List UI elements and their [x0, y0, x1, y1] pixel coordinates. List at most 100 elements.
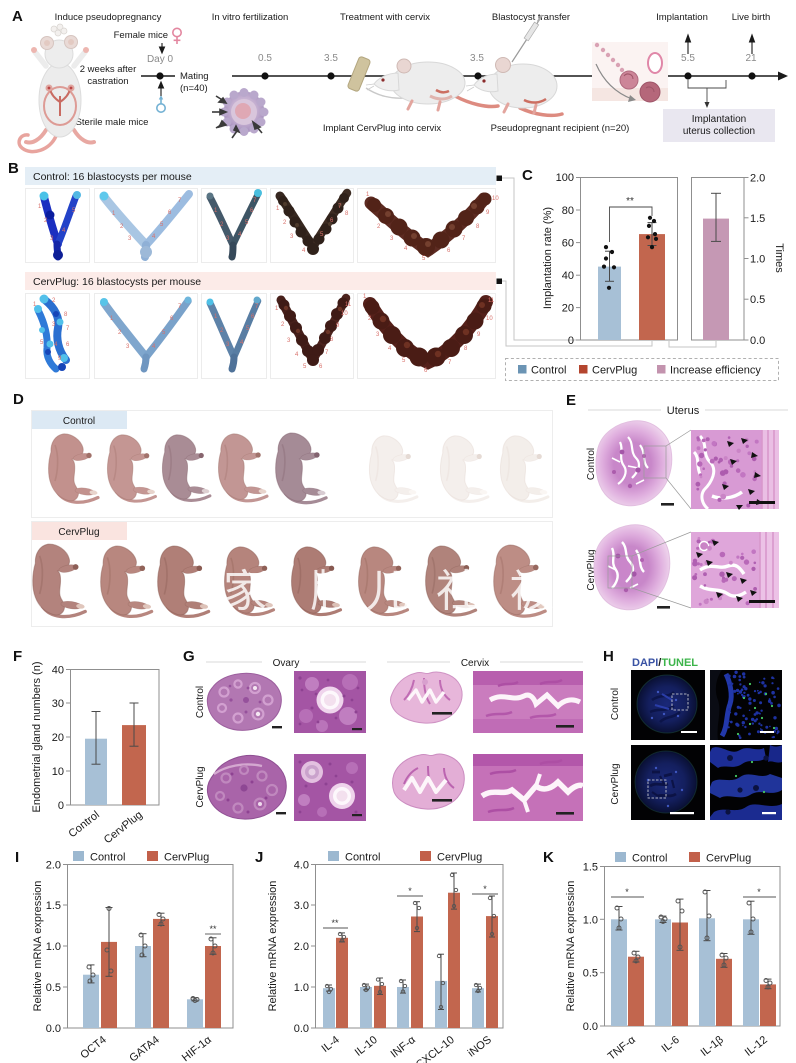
svg-text:**: **: [626, 196, 634, 207]
svg-text:CervPlug: CervPlug: [195, 766, 206, 807]
svg-text:10: 10: [486, 316, 493, 322]
svg-text:1: 1: [110, 316, 114, 322]
svg-text:Control: Control: [632, 853, 667, 865]
svg-text:2: 2: [281, 322, 285, 328]
svg-text:1: 1: [275, 306, 279, 312]
svg-text:2: 2: [220, 328, 224, 334]
svg-text:3: 3: [290, 234, 294, 240]
svg-text:5.5: 5.5: [681, 53, 695, 64]
svg-text:3.0: 3.0: [294, 900, 309, 912]
svg-text:被: 被: [510, 567, 554, 616]
svg-text:2: 2: [120, 224, 124, 230]
svg-text:3: 3: [287, 338, 291, 344]
svg-text:5: 5: [402, 358, 406, 364]
svg-text:6: 6: [168, 210, 172, 216]
svg-text:9: 9: [336, 323, 340, 329]
svg-text:CervPlug: CervPlug: [437, 852, 482, 864]
svg-text:8: 8: [330, 337, 334, 343]
svg-text:C: C: [522, 167, 533, 184]
svg-text:5: 5: [72, 208, 76, 214]
svg-text:0.0: 0.0: [46, 1023, 61, 1035]
svg-text:7: 7: [178, 304, 182, 310]
svg-text:Treatment with cervix: Treatment with cervix: [340, 12, 430, 23]
svg-text:1: 1: [276, 206, 280, 212]
svg-text:7: 7: [253, 198, 257, 204]
svg-text:CervPlug: CervPlug: [586, 549, 597, 590]
svg-text:家: 家: [223, 567, 267, 616]
svg-text:40: 40: [562, 270, 574, 282]
svg-text:9: 9: [58, 356, 62, 362]
svg-text:Implantation rate (%): Implantation rate (%): [542, 207, 554, 309]
svg-text:1.0: 1.0: [294, 982, 309, 994]
svg-text:iNOS: iNOS: [466, 1034, 494, 1060]
svg-text:CervPlug: 16 blastocysts per m: CervPlug: 16 blastocysts per mouse: [33, 276, 201, 288]
svg-text:1.0: 1.0: [750, 254, 765, 266]
svg-text:1.0: 1.0: [46, 941, 61, 953]
svg-text:0.5: 0.5: [258, 53, 272, 64]
svg-text:0: 0: [568, 335, 574, 347]
svg-text:4: 4: [54, 342, 58, 348]
svg-text:CervPlug: CervPlug: [706, 853, 751, 865]
svg-text:8: 8: [345, 211, 349, 217]
svg-text:Uterus: Uterus: [667, 405, 700, 417]
svg-text:Increase efficiency: Increase efficiency: [670, 365, 761, 377]
svg-text:0.5: 0.5: [583, 968, 598, 980]
svg-text:4: 4: [295, 352, 299, 358]
svg-text:IL-12: IL-12: [743, 1034, 770, 1059]
svg-text:2: 2: [44, 218, 48, 224]
svg-text:7: 7: [325, 350, 329, 356]
svg-text:IL-4: IL-4: [320, 1034, 342, 1055]
svg-text:0.0: 0.0: [750, 335, 765, 347]
svg-text:5: 5: [160, 222, 164, 228]
svg-text:0: 0: [58, 800, 64, 812]
svg-text:1: 1: [38, 204, 42, 210]
svg-text:5: 5: [162, 330, 166, 336]
svg-text:Mating: Mating: [180, 71, 209, 82]
svg-text:castration: castration: [87, 76, 128, 87]
svg-text:OCT4: OCT4: [78, 1034, 109, 1062]
svg-text:7: 7: [462, 236, 466, 242]
svg-text:Control: Control: [67, 809, 102, 840]
svg-text:牌: 牌: [310, 567, 354, 616]
svg-text:1: 1: [33, 302, 37, 308]
svg-text:3.5: 3.5: [470, 53, 484, 64]
svg-text:Control: Control: [345, 852, 380, 864]
svg-text:**: **: [209, 924, 217, 934]
svg-text:G: G: [183, 648, 195, 665]
svg-text:Control: Control: [63, 416, 95, 427]
svg-text:2: 2: [283, 220, 287, 226]
svg-text:2: 2: [52, 298, 56, 304]
svg-text:1.5: 1.5: [46, 900, 61, 912]
svg-text:5: 5: [245, 220, 249, 226]
svg-text:Sterile male mice: Sterile male mice: [76, 117, 149, 128]
svg-text:9: 9: [477, 332, 481, 338]
svg-text:K: K: [543, 849, 554, 866]
svg-text:Cervix: Cervix: [461, 658, 489, 669]
svg-text:1.5: 1.5: [583, 862, 598, 874]
svg-text:21: 21: [745, 53, 757, 64]
svg-text:CXCL-10: CXCL-10: [414, 1034, 457, 1063]
svg-text:Blastocyst transfer: Blastocyst transfer: [492, 12, 570, 23]
svg-text:uterus collection: uterus collection: [683, 126, 755, 137]
svg-text:0.0: 0.0: [294, 1023, 309, 1035]
svg-text:10: 10: [341, 311, 348, 317]
svg-text:3: 3: [390, 236, 394, 242]
svg-text:4: 4: [240, 340, 244, 346]
svg-text:4: 4: [62, 228, 66, 234]
svg-text:8: 8: [476, 224, 480, 230]
svg-text:I: I: [15, 849, 19, 866]
svg-text:Relative mRNA expression: Relative mRNA expression: [565, 881, 577, 1012]
svg-text:CervPlug: CervPlug: [610, 763, 621, 804]
svg-text:2: 2: [377, 224, 381, 230]
svg-text:3: 3: [226, 236, 230, 242]
svg-text:J: J: [255, 849, 263, 866]
svg-text:Relative mRNA expression: Relative mRNA expression: [267, 881, 279, 1012]
svg-text:1.5: 1.5: [750, 213, 765, 225]
svg-text:6: 6: [66, 342, 70, 348]
svg-text:Control: Control: [531, 365, 566, 377]
svg-text:1: 1: [363, 294, 367, 300]
svg-text:20: 20: [562, 303, 574, 315]
svg-text:(n=40): (n=40): [180, 83, 208, 94]
svg-text:1: 1: [366, 192, 370, 198]
svg-text:2: 2: [368, 316, 372, 322]
